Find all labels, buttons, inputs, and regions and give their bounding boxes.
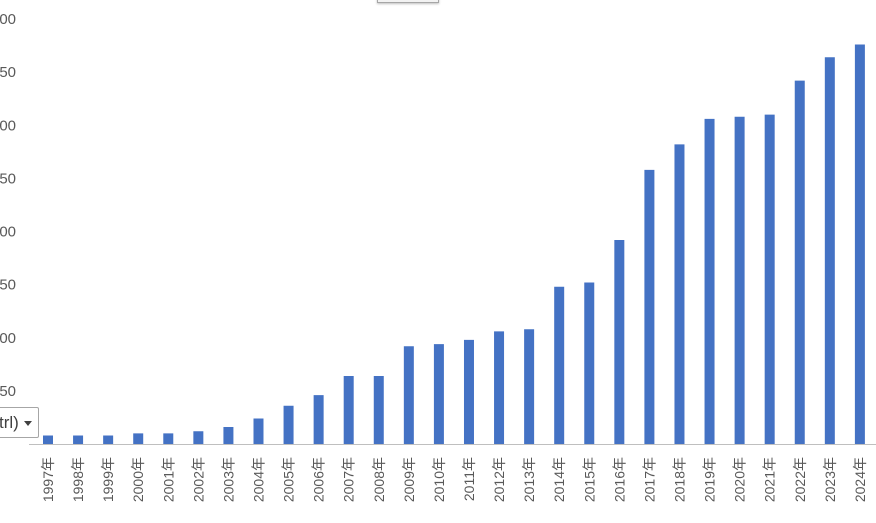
x-tick-label: 2018年 bbox=[671, 457, 687, 502]
bar bbox=[73, 435, 84, 444]
bar bbox=[764, 114, 775, 444]
bar bbox=[133, 433, 144, 444]
x-tick-label: 2011年 bbox=[461, 457, 477, 501]
chevron-down-icon bbox=[23, 421, 32, 426]
x-tick-label: 2015年 bbox=[581, 457, 597, 502]
bar bbox=[283, 405, 294, 444]
bar bbox=[554, 286, 565, 444]
x-tick-label: 2006年 bbox=[311, 457, 327, 502]
x-tick-label: 2021年 bbox=[762, 457, 778, 502]
bar bbox=[494, 331, 505, 444]
y-tick-label: 50 bbox=[0, 64, 16, 81]
bar bbox=[103, 435, 114, 444]
x-tick-label: 2007年 bbox=[341, 457, 357, 502]
y-tick-label: 50 bbox=[0, 170, 16, 187]
bar bbox=[433, 344, 444, 444]
bar bbox=[403, 346, 414, 444]
x-tick-label: 2014年 bbox=[551, 457, 567, 502]
x-tick-label: 2002年 bbox=[190, 457, 206, 502]
x-tick-label: 1997年 bbox=[40, 457, 56, 502]
bar bbox=[193, 431, 204, 444]
y-tick-label: 00 bbox=[0, 11, 16, 28]
bar bbox=[824, 57, 835, 444]
x-tick-label: 2012年 bbox=[491, 457, 507, 502]
bar bbox=[734, 116, 745, 444]
x-tick-label: 2020年 bbox=[732, 457, 748, 502]
y-tick-label: 00 bbox=[0, 117, 16, 134]
y-tick-label: 00 bbox=[0, 330, 16, 347]
bar bbox=[253, 418, 264, 444]
bar bbox=[373, 376, 384, 444]
bar bbox=[704, 118, 715, 444]
x-tick-label: 1999年 bbox=[100, 457, 116, 502]
x-tick-label: 2019年 bbox=[702, 457, 718, 502]
bar bbox=[163, 433, 174, 444]
x-axis-ticks: 1997年 1998年 1999年 2000年 2001年 2002年 2003年 2004年… bbox=[40, 457, 868, 502]
x-tick-label: 2008年 bbox=[371, 457, 387, 502]
x-tick-label: 2023年 bbox=[822, 457, 838, 502]
bar bbox=[584, 282, 595, 444]
bar bbox=[854, 44, 865, 444]
y-tick-label: 50 bbox=[0, 277, 16, 294]
bar bbox=[343, 376, 354, 444]
x-tick-label: 2003年 bbox=[220, 457, 236, 502]
chart-resize-handle[interactable] bbox=[377, 0, 439, 3]
bar bbox=[644, 169, 655, 444]
bars bbox=[43, 44, 865, 444]
bar bbox=[674, 144, 685, 444]
x-tick-label: 1998年 bbox=[70, 457, 86, 502]
x-tick-label: 2022年 bbox=[792, 457, 808, 502]
y-tick-label: 00 bbox=[0, 224, 16, 241]
x-tick-label: 2010年 bbox=[431, 457, 447, 502]
paste-options-label: trl) bbox=[0, 412, 19, 432]
x-tick-label: 2005年 bbox=[281, 457, 297, 502]
x-tick-label: 2017年 bbox=[641, 457, 657, 502]
paste-options-button[interactable]: trl) bbox=[0, 407, 39, 438]
x-tick-label: 2000年 bbox=[130, 457, 146, 502]
bar bbox=[614, 240, 625, 444]
bar bbox=[524, 329, 535, 444]
bar bbox=[43, 435, 53, 444]
y-axis-ticks: 50 00 50 00 50 00 50 00 bbox=[0, 11, 16, 400]
x-tick-label: 2024年 bbox=[852, 457, 868, 502]
bar bbox=[223, 427, 234, 444]
x-tick-label: 2016年 bbox=[611, 457, 627, 502]
x-tick-label: 2004年 bbox=[250, 457, 266, 502]
bar bbox=[794, 80, 805, 444]
bar bbox=[313, 395, 324, 444]
x-tick-label: 2009年 bbox=[401, 457, 417, 502]
bar bbox=[463, 339, 474, 444]
y-tick-label: 50 bbox=[0, 383, 16, 400]
x-tick-label: 2013年 bbox=[521, 457, 537, 502]
x-tick-label: 2001年 bbox=[160, 457, 176, 502]
